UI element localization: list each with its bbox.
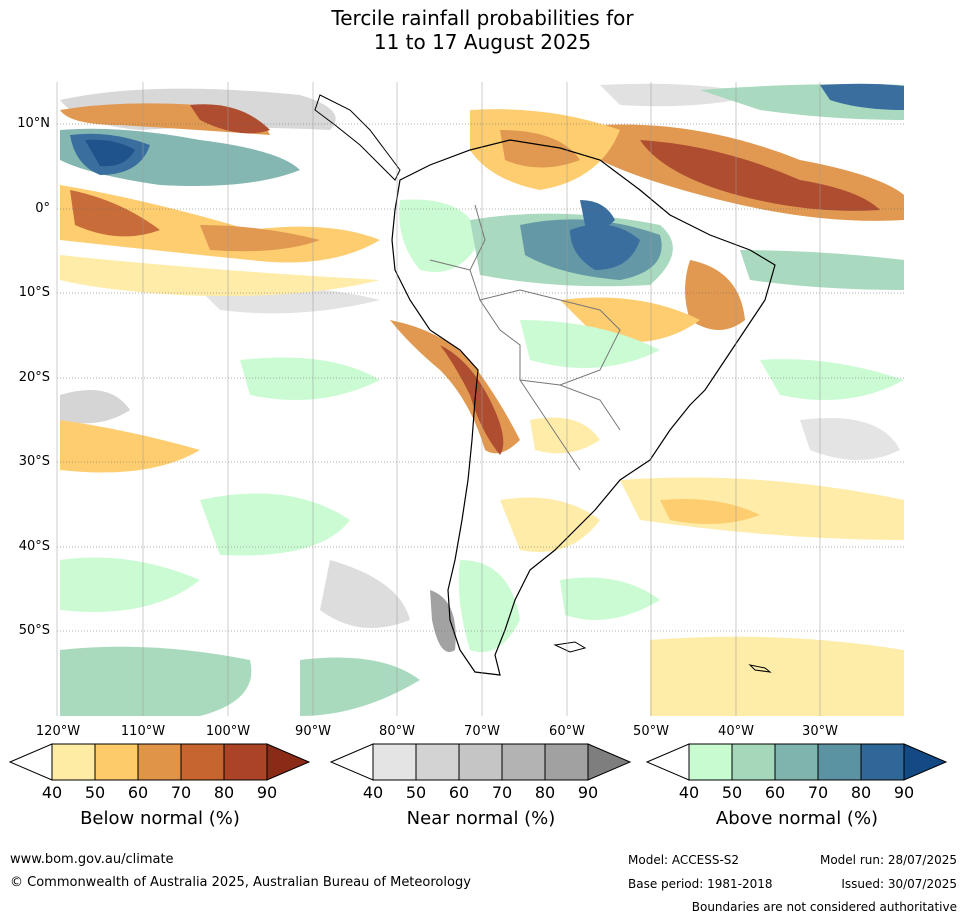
graticule <box>57 123 904 632</box>
lon-label-110w: 110°W <box>120 724 166 739</box>
legend-below-tick-60: 60 <box>127 783 149 802</box>
legend-near-title: Near normal (%) <box>406 808 556 829</box>
map-title: Tercile rainfall probabilities for 11 to… <box>0 6 965 54</box>
legend-above-tick-60: 60 <box>764 783 786 802</box>
title-line-1: Tercile rainfall probabilities for <box>331 6 634 30</box>
legend-above-tick-70: 70 <box>807 783 829 802</box>
footer-issued: Issued: 30/07/2025 <box>841 877 957 891</box>
footer-disclaimer: Boundaries are not considered authoritat… <box>691 900 957 914</box>
legend-near-tick-60: 60 <box>448 783 470 802</box>
legend-below-title: Below normal (%) <box>80 808 240 829</box>
legend-below-swatch-2 <box>94 743 139 781</box>
legend-below-swatch-0 <box>8 743 53 781</box>
legend-above-swatch-1 <box>688 743 733 781</box>
legend-near-normal-colorbar <box>329 743 632 781</box>
legend-below-normal-colorbar <box>8 743 311 781</box>
south-georgia <box>748 664 772 673</box>
legend-below-tick-80: 80 <box>213 783 235 802</box>
lon-label-80w: 80°W <box>379 724 415 739</box>
legend-near-tick-90: 90 <box>577 783 599 802</box>
legend-above-title: Above normal (%) <box>715 808 879 829</box>
legend-below-tick-40: 40 <box>41 783 63 802</box>
lon-label-40w: 40°W <box>718 724 754 739</box>
legend-near-tick-80: 80 <box>534 783 556 802</box>
lon-label-30w: 30°W <box>802 724 838 739</box>
footer-model-run: Model run: 28/07/2025 <box>819 853 957 867</box>
legend-above-tick-80: 80 <box>850 783 872 802</box>
lat-label-10s: 10°S <box>18 285 50 300</box>
footer-url[interactable]: www.bom.gov.au/climate <box>10 852 174 867</box>
probability-shading <box>60 83 904 716</box>
lat-label-50s: 50°S <box>18 623 50 638</box>
legend-above-swatch-4 <box>817 743 862 781</box>
legend-above-swatch-5 <box>860 743 905 781</box>
legend-above-normal-colorbar <box>645 743 948 781</box>
legend-below-swatch-5 <box>223 743 268 781</box>
central-america <box>314 94 401 181</box>
footer-base-period: Base period: 1981-2018 <box>628 877 773 891</box>
legend-above-swatch-0 <box>645 743 690 781</box>
lon-label-120w: 120°W <box>35 724 81 739</box>
legend-below-swatch-1 <box>51 743 96 781</box>
legend-near-swatch-6 <box>587 743 632 781</box>
legend-above-swatch-6 <box>903 743 948 781</box>
legend-above-tick-50: 50 <box>721 783 743 802</box>
legend-below-swatch-4 <box>180 743 225 781</box>
legend-below-swatch-3 <box>137 743 182 781</box>
legend-near-swatch-0 <box>329 743 374 781</box>
footer-model: Model: ACCESS-S2 <box>628 853 740 867</box>
country-borders <box>429 204 621 471</box>
lon-label-90w: 90°W <box>295 724 331 739</box>
legend-near-tick-40: 40 <box>362 783 384 802</box>
title-line-2: 11 to 17 August 2025 <box>373 30 592 54</box>
legend-above-tick-90: 90 <box>893 783 915 802</box>
legend-below-tick-90: 90 <box>256 783 278 802</box>
legend-above-swatch-3 <box>774 743 819 781</box>
legend-near-swatch-2 <box>415 743 460 781</box>
legend-near-swatch-1 <box>372 743 417 781</box>
lon-label-70w: 70°W <box>464 724 500 739</box>
lat-label-10n: 10°N <box>17 116 50 131</box>
coastline <box>391 139 776 676</box>
legend-near-swatch-4 <box>501 743 546 781</box>
footer-copyright: © Commonwealth of Australia 2025, Austra… <box>10 875 471 890</box>
lat-label-40s: 40°S <box>18 539 50 554</box>
lon-label-50w: 50°W <box>633 724 669 739</box>
legend-near-tick-50: 50 <box>405 783 427 802</box>
lat-label-30s: 30°S <box>18 454 50 469</box>
lat-label-20s: 20°S <box>18 370 50 385</box>
legend-below-tick-70: 70 <box>170 783 192 802</box>
lon-label-60w: 60°W <box>549 724 585 739</box>
falkland-islands <box>553 641 587 653</box>
rainfall-probability-map <box>56 82 904 716</box>
legend-below-tick-50: 50 <box>84 783 106 802</box>
legend-above-tick-40: 40 <box>678 783 700 802</box>
lat-label-0: 0° <box>35 201 50 216</box>
meridians <box>56 82 821 716</box>
legend-below-swatch-6 <box>266 743 311 781</box>
legend-above-swatch-2 <box>731 743 776 781</box>
legend-near-tick-70: 70 <box>491 783 513 802</box>
lon-label-100w: 100°W <box>205 724 251 739</box>
legend-near-swatch-5 <box>544 743 589 781</box>
legend-near-swatch-3 <box>458 743 503 781</box>
